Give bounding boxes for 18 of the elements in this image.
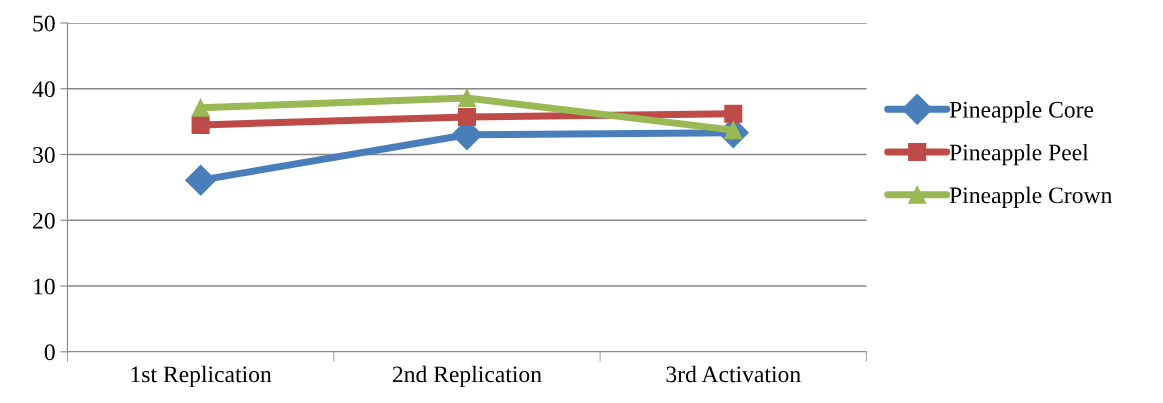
y-tick-label: 0 <box>44 344 55 361</box>
y-tick-label: 50 <box>33 15 55 32</box>
point <box>191 98 210 117</box>
y-tick-label: 20 <box>33 212 55 229</box>
y-tick-label: 40 <box>32 81 55 98</box>
point <box>185 164 217 196</box>
legend-label: Pineapple Crown <box>949 186 1112 209</box>
x-tick-label: 3rd Activation <box>666 365 801 383</box>
point <box>724 104 743 123</box>
point <box>457 88 476 107</box>
point <box>191 115 210 134</box>
point <box>457 107 476 127</box>
legend-label: Pineapple Peel <box>949 143 1089 166</box>
y-tick-label: 10 <box>34 278 55 295</box>
x-tick-label: 2nd Replication <box>392 365 542 388</box>
legend-label: Pineapple Core <box>949 101 1094 123</box>
x-tick-label: 1st Replication <box>131 365 272 388</box>
y-tick-label: 30 <box>33 147 55 163</box>
